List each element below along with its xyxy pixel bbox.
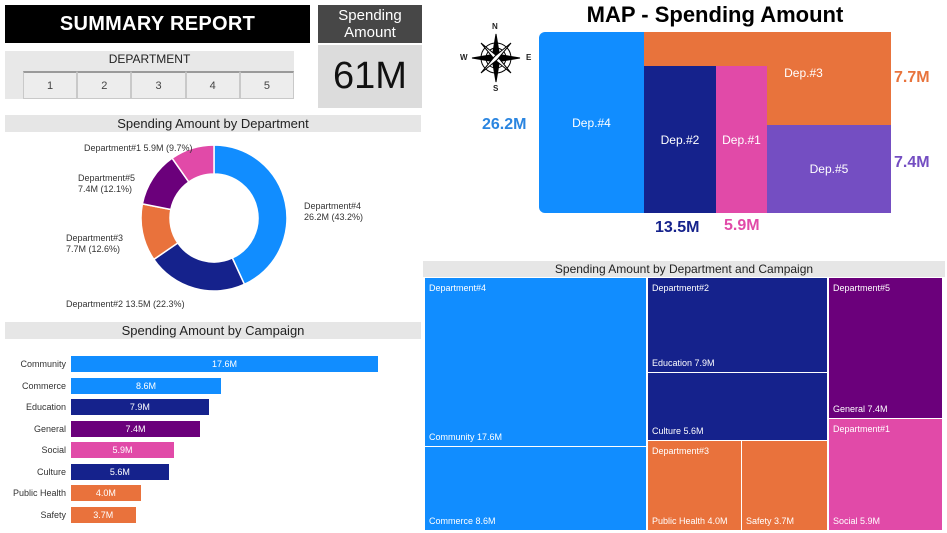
bar[interactable]: 5.9M [71,442,174,458]
treemap-header: Department#1 [833,424,891,434]
compass-e-label: E [526,53,532,62]
bar-category: Education [25,402,66,412]
bar[interactable]: 5.6M [71,463,169,480]
treemap-item: General 7.4M [833,404,888,414]
campaign-bar-chart: Community 17.6M Commerce 8.6M Education 7.9… [0,356,421,526]
donut-label-dep1: Department#1 5.9M (9.7%) [84,143,193,154]
compass-rose-graphic [471,33,521,83]
treemap-item: Safety 3.7M [746,516,795,526]
donut-label-text: Department#3 [66,233,124,243]
slicer-option[interactable]: 3 [131,71,186,99]
bar[interactable]: 7.4M [71,420,201,437]
treemap-item: Culture 5.6M [652,426,704,436]
bar[interactable]: 7.9M [71,399,209,415]
treemap-dep4-community[interactable]: Department#4 Community 17.6M [425,278,646,446]
map-dep3-value: 7.7M [894,69,930,86]
treemap-title: Spending Amount by Department and Campai… [423,261,945,277]
bar[interactable]: 3.7M [71,506,136,523]
map-dep2-region[interactable]: Dep.#2 [644,66,716,213]
map-dep2-value: 13.5M [655,219,700,236]
compass-s-label: S [493,84,499,93]
bar-category: Public Health [12,488,66,498]
treemap-dep2-education[interactable]: Department#2 Education 7.9M [648,278,827,372]
kpi-label-line1: Spending [338,7,402,24]
slicer-label: DEPARTMENT [108,52,191,66]
map-region-label: Dep.#3 [784,66,823,80]
slicer-option[interactable]: 1 [23,71,78,99]
donut-label-dep2: Department#2 13.5M (22.3%) [66,299,185,310]
map-region-label: Dep.#4 [572,115,611,130]
treemap-dep3-safety[interactable]: Safety 3.7M [742,441,827,530]
donut-label-text: Department#1 5.9M (9.7%) [84,143,193,153]
donut-label-dep4: Department#4 26.2M (43.2%) [304,201,363,223]
donut-slice-department1[interactable] [171,144,215,183]
map-dep4-region[interactable]: Dep.#4 [539,32,644,213]
bar[interactable]: 17.6M [71,356,378,372]
bar-category: Safety [40,509,66,520]
treemap-item: Public Health 4.0M [652,516,728,526]
bar[interactable]: 8.6M [71,377,221,394]
compass-w-label: W [460,53,468,62]
donut-label-dep5: Department#5 7.4M (12.1%) [78,173,135,195]
map-region-label: Dep.#5 [809,162,849,176]
treemap-item: Education 7.9M [652,358,715,368]
map-dep1-region[interactable]: Dep.#1 [716,66,767,213]
kpi-value: 61M [318,45,422,108]
donut-slice-department4[interactable] [213,144,288,286]
bar-category: Social [41,445,66,455]
treemap: Department#4 Community 17.6M Commerce 8.… [425,278,942,530]
kpi-label: Spending Amount [318,5,422,43]
map-region-label: Dep.#2 [660,132,700,147]
donut-label-text: 7.7M (12.6%) [66,244,121,254]
bar[interactable]: 4.0M [71,485,141,501]
treemap-header: Department#5 [833,283,891,293]
bar-category: General [33,423,66,434]
campaign-chart-title: Spending Amount by Campaign [5,322,421,339]
bar-category: Commerce [21,380,66,391]
slicer-option[interactable]: 4 [185,71,240,99]
kpi-label-line2: Amount [344,24,396,41]
report-title: SUMMARY REPORT [5,5,310,43]
treemap-header: Department#3 [652,446,710,456]
treemap-item: Community 17.6M [429,432,503,442]
treemap-dep1-social[interactable]: Department#1 Social 5.9M [829,419,942,530]
slicer-option[interactable]: 2 [77,71,132,99]
treemap-item: Social 5.9M [833,516,881,526]
donut-label-text: 7.4M (12.1%) [78,184,133,194]
slicer-option[interactable]: 5 [239,71,295,99]
compass-rose-icon: N S E W [460,22,542,94]
map-dep5-region[interactable]: Dep.#5 [767,125,891,213]
treemap-header: Department#2 [652,283,710,293]
map-dep5-value: 7.4M [894,154,930,171]
treemap-dep3-public-health[interactable]: Department#3 Public Health 4.0M [648,441,741,530]
map-title: MAP - Spending Amount [586,2,844,27]
treemap-header: Department#4 [429,283,487,293]
donut-chart-title: Spending Amount by Department [5,115,421,132]
treemap-dep5-general[interactable]: Department#5 General 7.4M [829,278,942,418]
treemap-dep2-culture[interactable]: Culture 5.6M [648,373,827,440]
donut-label-text: Department#2 13.5M (22.3%) [66,299,185,309]
map-region-label: Dep.#1 [722,132,761,147]
bar-category: Culture [36,466,66,477]
donut-label-text: Department#4 [304,201,362,211]
department-slicer: DEPARTMENT 1 2 3 4 5 [5,51,295,99]
donut-label-text: 26.2M (43.2%) [304,212,364,222]
map-dep1-value: 5.9M [724,217,760,234]
donut-label-dep3: Department#3 7.7M (12.6%) [66,233,123,255]
donut-chart [140,144,288,292]
map-dep4-value: 26.2M [482,116,527,133]
compass-n-label: N [492,22,498,31]
treemap-item: Commerce 8.6M [429,516,496,526]
bar-category: Community [20,359,66,369]
treemap-dep4-commerce[interactable]: Commerce 8.6M [425,447,646,530]
donut-label-text: Department#5 [78,173,136,183]
